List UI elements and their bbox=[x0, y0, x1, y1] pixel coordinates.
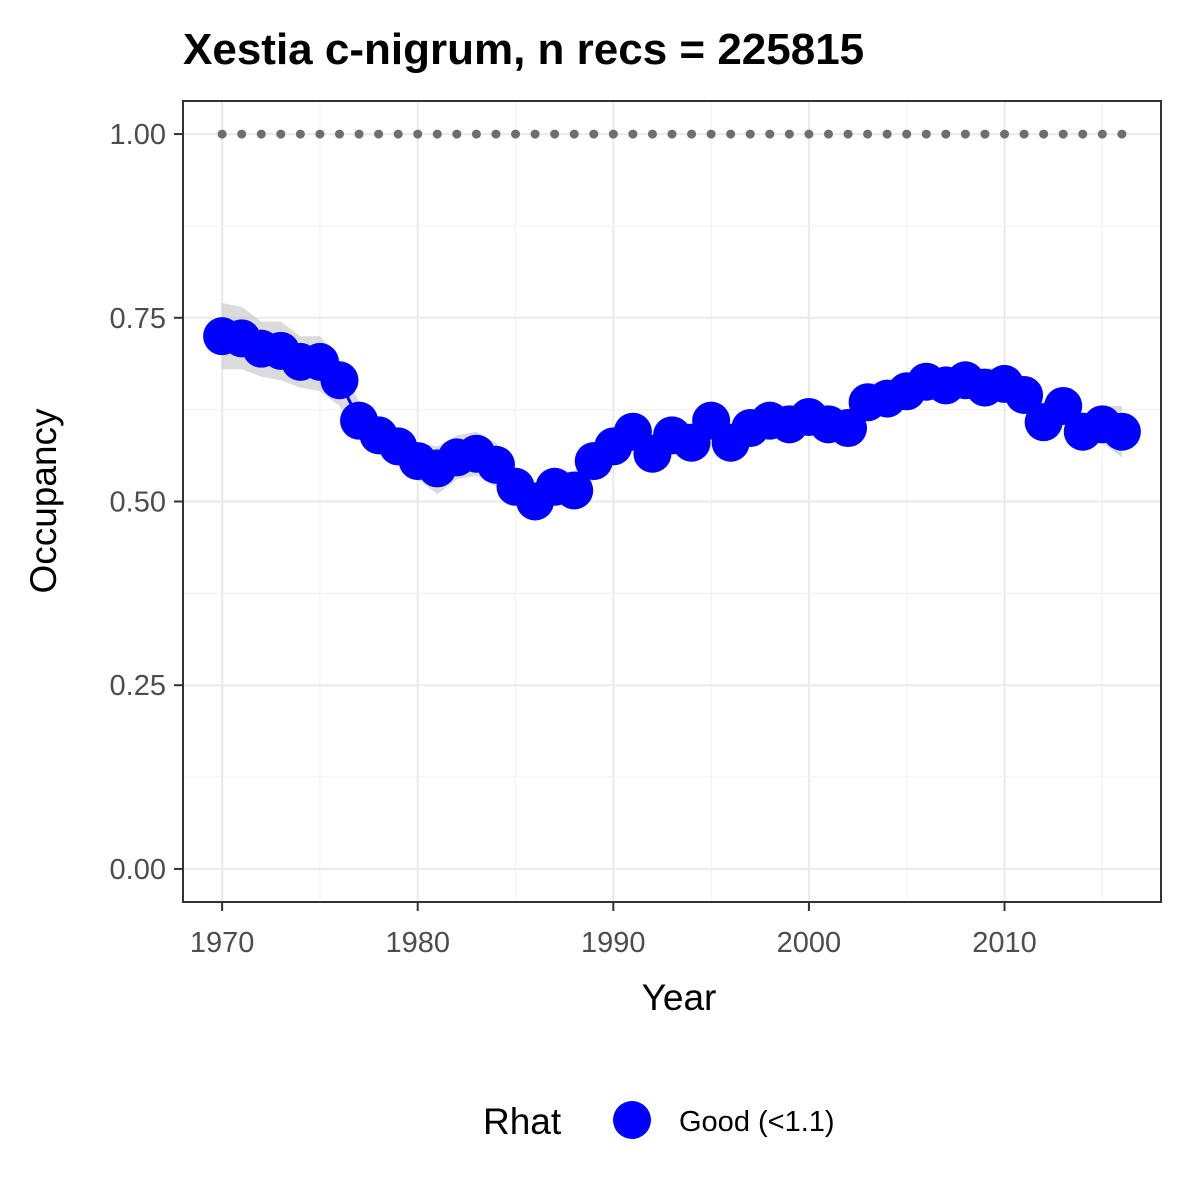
reference-dot bbox=[960, 129, 970, 139]
reference-dot bbox=[1117, 129, 1127, 139]
reference-dot bbox=[1039, 129, 1049, 139]
occupancy-series bbox=[203, 317, 1141, 521]
legend: Rhat Good (<1.1) bbox=[483, 1101, 835, 1142]
reference-dot bbox=[863, 129, 873, 139]
y-tick-label: 0.50 bbox=[110, 487, 166, 519]
x-tick-label: 2010 bbox=[972, 927, 1037, 959]
x-axis-title: Year bbox=[642, 977, 717, 1018]
reference-dot bbox=[823, 129, 833, 139]
reference-dot bbox=[647, 129, 657, 139]
reference-dot bbox=[256, 129, 266, 139]
y-tick-label: 0.75 bbox=[110, 303, 166, 335]
data-point bbox=[1044, 386, 1083, 425]
reference-dot bbox=[393, 129, 403, 139]
reference-dot bbox=[843, 129, 853, 139]
reference-dot bbox=[608, 129, 618, 139]
reference-dot bbox=[452, 129, 462, 139]
reference-dot bbox=[784, 129, 794, 139]
x-tick-label: 1990 bbox=[581, 927, 646, 959]
reference-dots bbox=[217, 129, 1127, 139]
x-tick-label: 1980 bbox=[385, 927, 450, 959]
reference-dot bbox=[706, 129, 716, 139]
reference-dot bbox=[765, 129, 775, 139]
reference-dot bbox=[1000, 129, 1010, 139]
reference-dot bbox=[941, 129, 951, 139]
reference-dot bbox=[589, 129, 599, 139]
reference-dot bbox=[1019, 129, 1029, 139]
reference-dot bbox=[687, 129, 697, 139]
reference-dot bbox=[1097, 129, 1107, 139]
reference-dot bbox=[276, 129, 286, 139]
reference-dot bbox=[569, 129, 579, 139]
reference-dot bbox=[921, 129, 931, 139]
reference-dot bbox=[491, 129, 501, 139]
y-tick-label: 0.00 bbox=[110, 854, 166, 886]
reference-dot bbox=[237, 129, 247, 139]
reference-dot bbox=[628, 129, 638, 139]
data-point bbox=[555, 471, 594, 510]
x-tick-label: 1970 bbox=[190, 927, 255, 959]
reference-dot bbox=[550, 129, 560, 139]
reference-dot bbox=[413, 129, 423, 139]
reference-dot bbox=[374, 129, 384, 139]
y-tick-label: 1.00 bbox=[110, 119, 166, 151]
reference-dot bbox=[882, 129, 892, 139]
reference-dot bbox=[745, 129, 755, 139]
x-tick-label: 2000 bbox=[777, 927, 842, 959]
reference-dot bbox=[1078, 129, 1088, 139]
chart-title: Xestia c-nigrum, n recs = 225815 bbox=[183, 25, 864, 74]
reference-dot bbox=[1058, 129, 1068, 139]
legend-label-good: Good (<1.1) bbox=[679, 1106, 835, 1138]
reference-dot bbox=[315, 129, 325, 139]
axes: 1970 1980 1990 2000 2010 0.00 0.25 0.50 0.75 1.00 bbox=[110, 119, 1037, 959]
data-point bbox=[320, 361, 359, 400]
gridlines bbox=[183, 101, 1161, 902]
reference-dot bbox=[334, 129, 344, 139]
reference-dot bbox=[511, 129, 521, 139]
reference-dot bbox=[530, 129, 540, 139]
reference-dot bbox=[354, 129, 364, 139]
reference-dot bbox=[295, 129, 305, 139]
reference-dot bbox=[980, 129, 990, 139]
reference-dot bbox=[217, 129, 227, 139]
data-point bbox=[1102, 412, 1141, 451]
legend-title: Rhat bbox=[483, 1101, 562, 1142]
data-point bbox=[1005, 375, 1044, 414]
y-axis-title: Occupancy bbox=[23, 408, 64, 594]
reference-dot bbox=[804, 129, 814, 139]
reference-dot bbox=[667, 129, 677, 139]
reference-dot bbox=[432, 129, 442, 139]
reference-dot bbox=[902, 129, 912, 139]
data-point bbox=[829, 409, 868, 448]
reference-dot bbox=[471, 129, 481, 139]
legend-key-good bbox=[613, 1101, 651, 1139]
reference-dot bbox=[726, 129, 736, 139]
y-tick-label: 0.25 bbox=[110, 670, 166, 702]
